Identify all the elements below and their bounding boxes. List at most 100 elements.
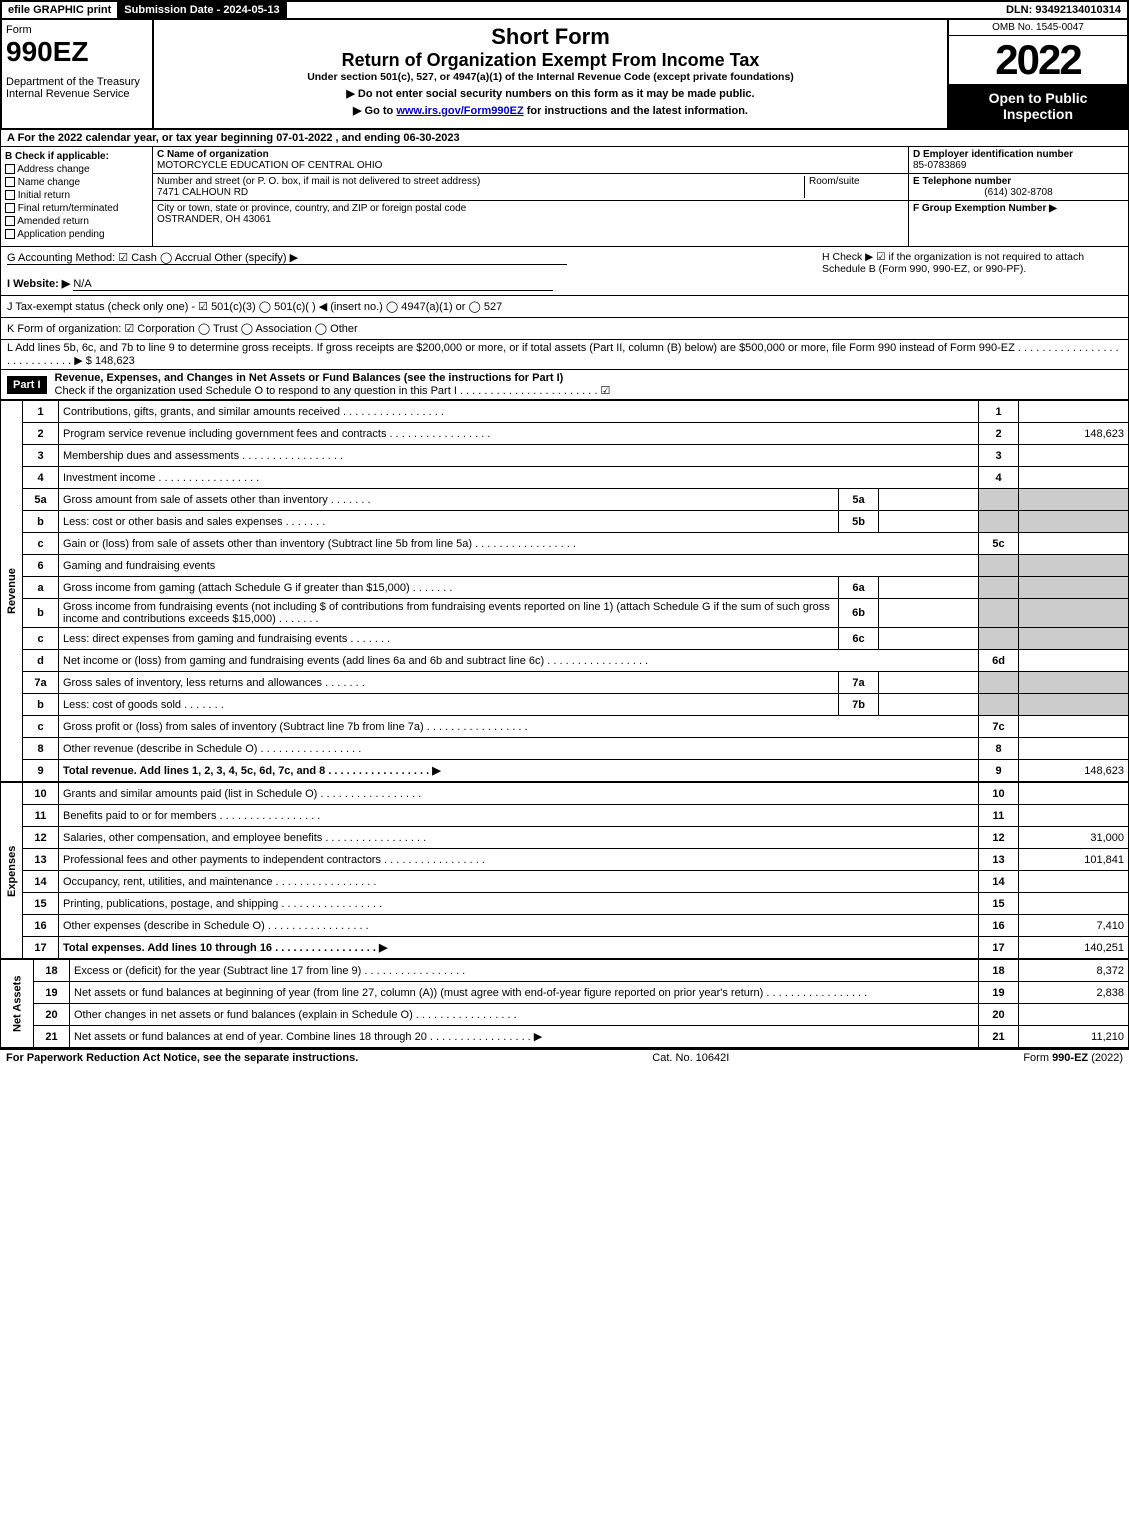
ein-row: D Employer identification number 85-0783… — [909, 147, 1128, 174]
line-description: Professional fees and other payments to … — [59, 849, 979, 871]
org-name: MOTORCYCLE EDUCATION OF CENTRAL OHIO — [157, 160, 382, 171]
footer-right-post: (2022) — [1088, 1052, 1123, 1064]
phone-value: (614) 302-8708 — [913, 187, 1124, 198]
efile-label[interactable]: efile GRAPHIC print — [2, 2, 118, 18]
header-left: Form 990EZ Department of the Treasury In… — [2, 20, 154, 128]
check-amended[interactable]: Amended return — [5, 216, 148, 227]
shaded-cell — [979, 577, 1019, 599]
line-number: 14 — [23, 871, 59, 893]
sub-ref: 6b — [839, 599, 879, 628]
sub-value — [879, 511, 979, 533]
irs-link[interactable]: www.irs.gov/Form990EZ — [396, 105, 523, 117]
line-number: 3 — [23, 445, 59, 467]
line-ref: 8 — [979, 738, 1019, 760]
group-exemption-row: F Group Exemption Number ▶ — [909, 201, 1128, 216]
line-number: 11 — [23, 805, 59, 827]
netassets-table: Net Assets18Excess or (deficit) for the … — [0, 959, 1129, 1048]
part1-check[interactable]: ☑ — [601, 385, 611, 397]
shaded-cell — [1019, 628, 1129, 650]
shaded-cell — [979, 555, 1019, 577]
line-description: Gaming and fundraising events — [59, 555, 979, 577]
line-amount — [1019, 533, 1129, 555]
line-row: 13Professional fees and other payments t… — [1, 849, 1129, 871]
check-final-return[interactable]: Final return/terminated — [5, 203, 148, 214]
line-ref: 10 — [979, 783, 1019, 805]
header-right: OMB No. 1545-0047 2022 Open to Public In… — [947, 20, 1127, 128]
section-vertical-label: Expenses — [1, 783, 23, 959]
return-title: Return of Organization Exempt From Incom… — [164, 50, 937, 71]
line-row: 20Other changes in net assets or fund ba… — [1, 1004, 1129, 1026]
part1-title-wrap: Revenue, Expenses, and Changes in Net As… — [55, 372, 611, 397]
line-ref: 2 — [979, 423, 1019, 445]
ssn-note: ▶ Do not enter social security numbers o… — [164, 87, 937, 100]
check-name-change[interactable]: Name change — [5, 177, 148, 188]
line-row: Expenses10Grants and similar amounts pai… — [1, 783, 1129, 805]
section-vertical-label: Revenue — [1, 401, 23, 782]
city-label: City or town, state or province, country… — [157, 203, 466, 214]
line-number: c — [23, 716, 59, 738]
line-row: 16Other expenses (describe in Schedule O… — [1, 915, 1129, 937]
sub-ref: 7a — [839, 672, 879, 694]
irs-label: Internal Revenue Service — [6, 88, 148, 100]
line-number: 16 — [23, 915, 59, 937]
gh-left: G Accounting Method: ☑ Cash ◯ Accrual Ot… — [7, 251, 822, 291]
line-amount — [1019, 650, 1129, 672]
part1-header-row: Part I Revenue, Expenses, and Changes in… — [0, 370, 1129, 400]
line-amount — [1019, 445, 1129, 467]
sub-value — [879, 628, 979, 650]
line-number: 15 — [23, 893, 59, 915]
check-address-change[interactable]: Address change — [5, 164, 148, 175]
goto-note: ▶ Go to www.irs.gov/Form990EZ for instru… — [164, 104, 937, 117]
d-label: D Employer identification number — [913, 149, 1124, 160]
line-number: 6 — [23, 555, 59, 577]
revenue-table: Revenue1Contributions, gifts, grants, an… — [0, 400, 1129, 782]
line-row: 19Net assets or fund balances at beginni… — [1, 982, 1129, 1004]
line-amount: 101,841 — [1019, 849, 1129, 871]
sub-ref: 7b — [839, 694, 879, 716]
line-description: Investment income . . . . . . . . . . . … — [59, 467, 979, 489]
line-row: 9Total revenue. Add lines 1, 2, 3, 4, 5c… — [1, 760, 1129, 782]
shaded-cell — [1019, 511, 1129, 533]
line-ref: 1 — [979, 401, 1019, 423]
under-section: Under section 501(c), 527, or 4947(a)(1)… — [164, 71, 937, 83]
org-name-row: C Name of organization MOTORCYCLE EDUCAT… — [153, 147, 908, 174]
line-number: 17 — [23, 937, 59, 959]
city-row: City or town, state or province, country… — [153, 201, 908, 227]
j-tax-exempt: J Tax-exempt status (check only one) - ☑… — [7, 300, 1122, 313]
shaded-cell — [979, 694, 1019, 716]
opt-name: Name change — [18, 177, 80, 188]
l-amount: ▶ $ 148,623 — [74, 355, 134, 367]
sub-ref: 6c — [839, 628, 879, 650]
line-description: Other expenses (describe in Schedule O) … — [59, 915, 979, 937]
line-description: Gross income from gaming (attach Schedul… — [59, 577, 839, 599]
shaded-cell — [1019, 672, 1129, 694]
shaded-cell — [1019, 599, 1129, 628]
line-ref: 7c — [979, 716, 1019, 738]
line-row: aGross income from gaming (attach Schedu… — [1, 577, 1129, 599]
part1-label: Part I — [7, 376, 47, 394]
line-number: 19 — [34, 982, 70, 1004]
sub-ref: 6a — [839, 577, 879, 599]
line-amount: 8,372 — [1019, 960, 1129, 982]
street-label: Number and street (or P. O. box, if mail… — [157, 176, 804, 187]
line-number: 2 — [23, 423, 59, 445]
line-number: a — [23, 577, 59, 599]
line-description: Total expenses. Add lines 10 through 16 … — [59, 937, 979, 959]
line-number: c — [23, 628, 59, 650]
part1-sub: Check if the organization used Schedule … — [55, 385, 457, 397]
short-form-title: Short Form — [164, 24, 937, 50]
check-initial-return[interactable]: Initial return — [5, 190, 148, 201]
line-amount — [1019, 893, 1129, 915]
e-label: E Telephone number — [913, 176, 1124, 187]
line-row: cGain or (loss) from sale of assets othe… — [1, 533, 1129, 555]
shaded-cell — [979, 599, 1019, 628]
line-row: 11Benefits paid to or for members . . . … — [1, 805, 1129, 827]
line-number: 7a — [23, 672, 59, 694]
line-amount: 2,838 — [1019, 982, 1129, 1004]
section-bcd: B Check if applicable: Address change Na… — [0, 147, 1129, 247]
footer-right-bold: 990-EZ — [1052, 1052, 1088, 1064]
check-pending[interactable]: Application pending — [5, 229, 148, 240]
line-description: Gross amount from sale of assets other t… — [59, 489, 839, 511]
line-amount — [1019, 467, 1129, 489]
line-number: b — [23, 511, 59, 533]
